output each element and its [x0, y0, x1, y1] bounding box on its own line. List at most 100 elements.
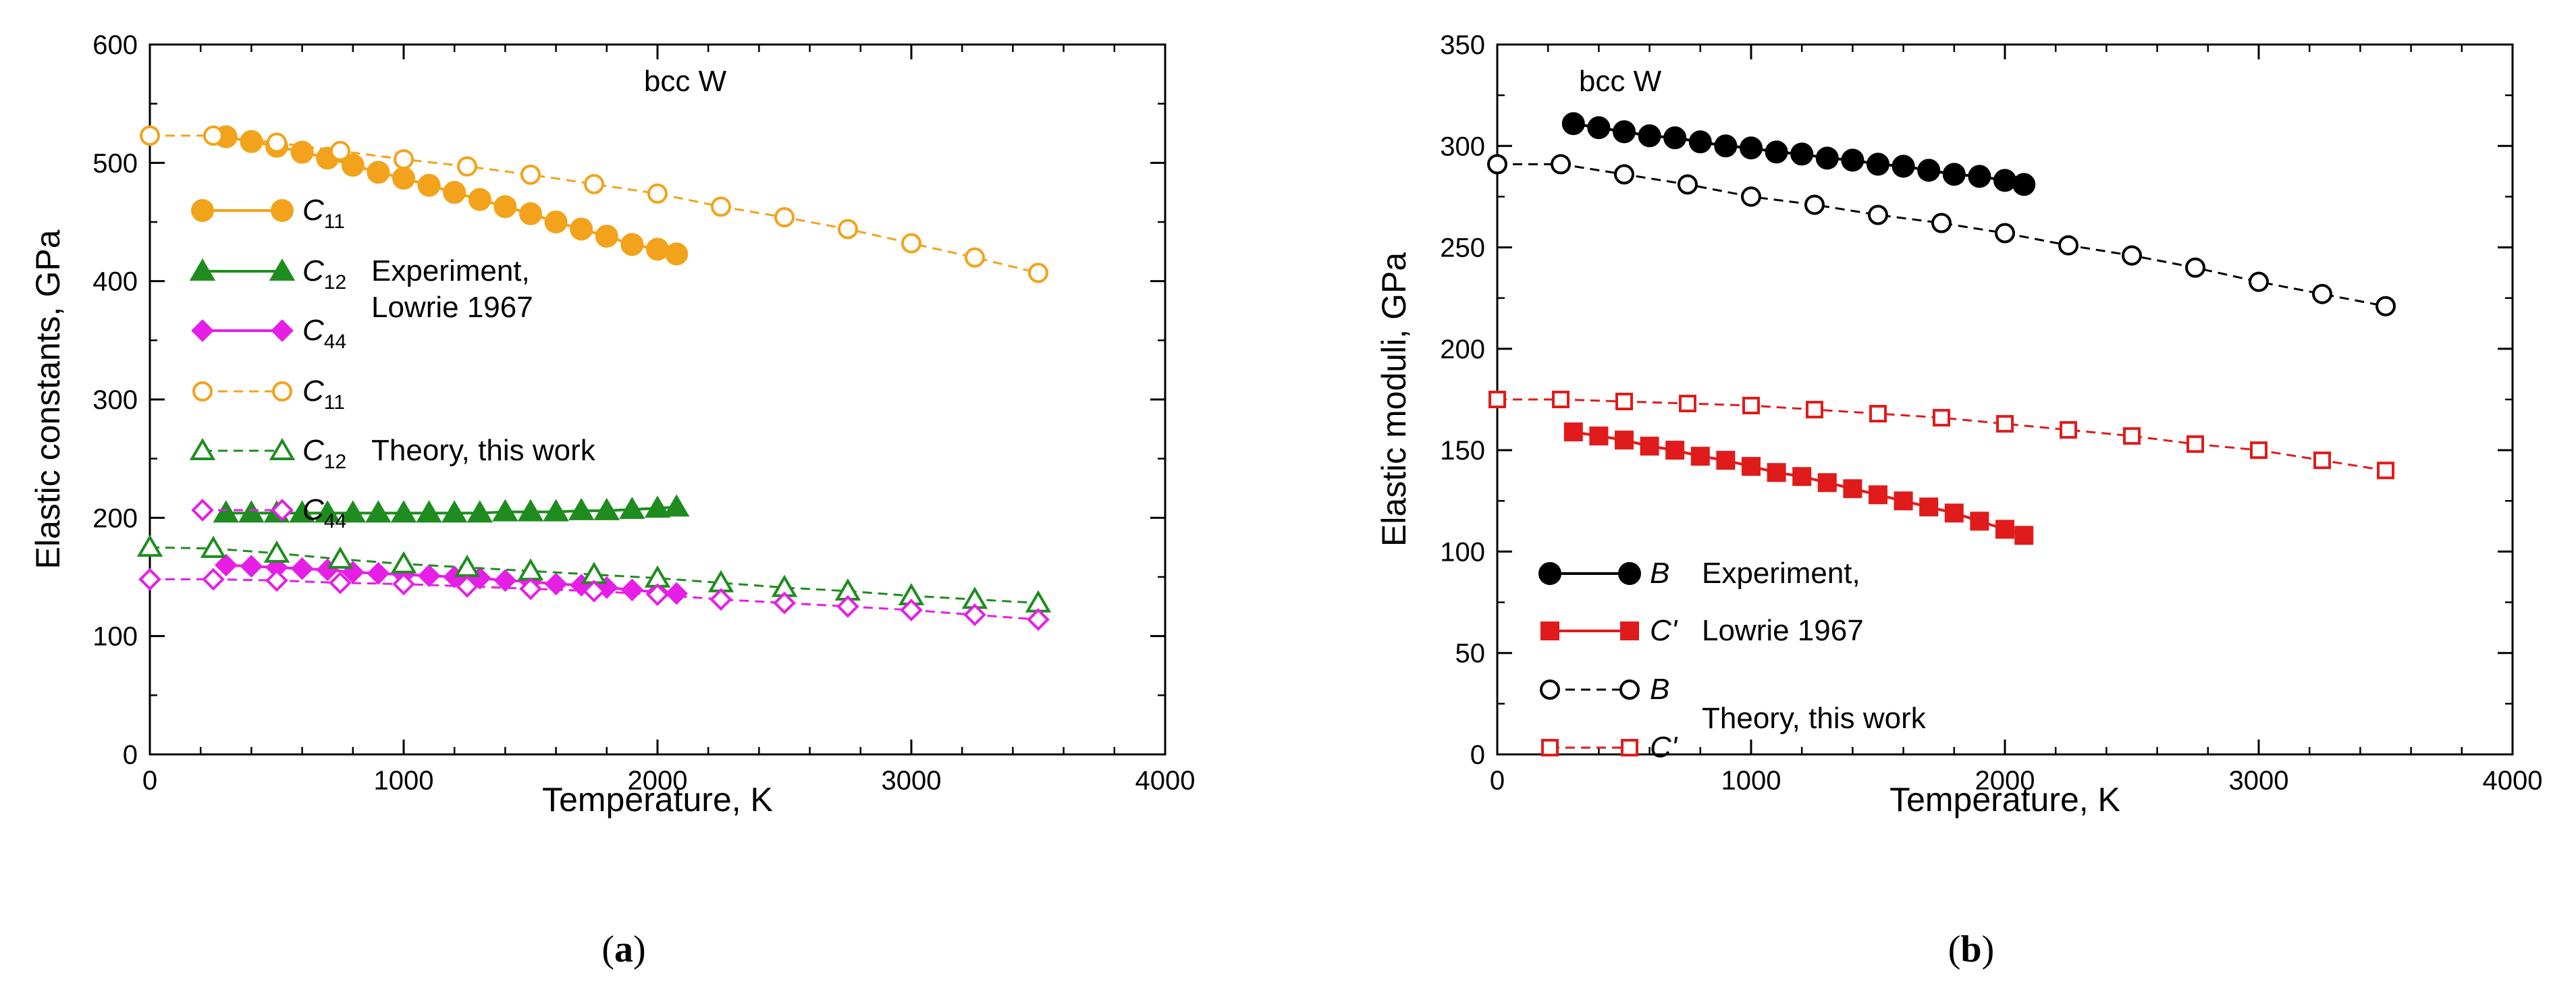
series-line — [150, 134, 1039, 274]
data-point — [1589, 426, 1609, 446]
data-point — [1993, 169, 2016, 192]
legend-label: C44 — [302, 314, 346, 353]
legend-marker — [191, 499, 214, 522]
data-point — [544, 211, 568, 233]
data-point — [1714, 134, 1738, 158]
data-point — [1944, 503, 1964, 523]
y-tick-label: 500 — [92, 148, 138, 178]
data-point — [468, 188, 491, 211]
data-point — [1615, 431, 1634, 450]
y-tick-label: 400 — [92, 267, 138, 297]
data-point — [1995, 520, 2014, 539]
data-point — [493, 195, 517, 219]
data-point — [774, 206, 795, 227]
legend-group-label: Theory, this work — [371, 434, 596, 467]
data-point — [593, 497, 620, 520]
data-point — [213, 500, 240, 523]
series-experiment-cp — [1563, 422, 2034, 545]
data-point — [1815, 146, 1839, 170]
data-point — [619, 497, 645, 520]
legend-label: C' — [1650, 731, 1678, 764]
data-point — [1790, 142, 1814, 166]
data-point — [901, 233, 921, 254]
y-tick-label: 200 — [92, 503, 138, 533]
data-point — [1792, 467, 1812, 487]
data-point — [341, 153, 365, 177]
x-tick-label: 2000 — [1975, 766, 2035, 796]
y-tick-label: 200 — [1440, 335, 1485, 364]
legend-label: B — [1650, 673, 1669, 706]
data-point — [1806, 401, 1823, 419]
data-point — [394, 149, 414, 170]
data-point — [1968, 165, 1991, 188]
y-tick-label: 150 — [1440, 436, 1485, 466]
data-point — [1919, 497, 1939, 517]
data-point — [457, 156, 477, 177]
legend: C11 C12 C44 C11 C12 C44 Experiment, Lowrie 1967… — [189, 194, 596, 532]
data-point — [1665, 441, 1685, 460]
data-point — [441, 500, 468, 523]
data-point — [2122, 245, 2142, 266]
data-point — [140, 126, 160, 146]
data-point — [1843, 479, 1862, 499]
data-point — [1767, 463, 1786, 482]
data-point — [965, 247, 985, 268]
x-tick-label: 3000 — [882, 766, 942, 796]
data-point — [289, 500, 315, 523]
data-point — [1638, 124, 1661, 148]
x-tick-label: 1000 — [1721, 766, 1781, 796]
y-tick-label: 0 — [1470, 740, 1485, 770]
data-point — [1741, 186, 1761, 207]
data-point — [663, 494, 690, 517]
data-point — [443, 181, 466, 204]
legend-marker — [271, 319, 294, 342]
legend-marker — [272, 381, 292, 401]
data-point — [2250, 441, 2268, 460]
data-point — [1970, 511, 1989, 531]
legend-marker — [1540, 680, 1560, 700]
data-point — [838, 219, 858, 240]
legend-label: C12 — [302, 434, 346, 473]
legend-label: C' — [1650, 614, 1678, 647]
data-point — [392, 572, 415, 596]
data-point — [290, 557, 314, 580]
legend-marker — [271, 499, 294, 522]
data-point — [416, 500, 442, 523]
legend-marker — [192, 381, 213, 401]
series-theory-cp — [1488, 391, 2394, 480]
data-point — [1891, 155, 1915, 178]
data-point — [1933, 409, 1950, 427]
data-point — [1995, 223, 2015, 244]
legend-marker — [191, 319, 214, 342]
series-theory-c12 — [136, 534, 1052, 613]
data-point — [1716, 451, 1736, 470]
y-axis-label: Elastic moduli, GPa — [1375, 252, 1413, 547]
data-point — [2377, 462, 2394, 480]
legend-marker — [1618, 562, 1641, 585]
data-point — [900, 599, 923, 621]
data-point — [136, 534, 163, 557]
data-point — [392, 167, 415, 190]
data-point — [1894, 491, 1913, 511]
data-point — [265, 569, 288, 592]
series-experiment-c11 — [214, 125, 689, 266]
x-tick-label: 0 — [142, 766, 157, 796]
data-point — [583, 580, 606, 603]
data-point — [1561, 112, 1585, 136]
legend-marker — [1619, 680, 1640, 700]
data-point — [2123, 427, 2141, 445]
legend-marker — [1541, 739, 1559, 756]
chart-title: bcc W — [1579, 65, 1662, 98]
data-point — [1804, 194, 1825, 215]
y-tick-label: 300 — [1440, 132, 1485, 161]
x-tick-label: 4000 — [1135, 766, 1196, 796]
data-point — [517, 499, 544, 522]
x-tick-label: 0 — [1490, 766, 1505, 796]
data-point — [1867, 153, 1889, 176]
legend-label: C11 — [302, 375, 345, 414]
data-point — [644, 495, 671, 518]
data-point — [2186, 435, 2204, 453]
data-point — [520, 164, 541, 185]
data-point — [1613, 120, 1636, 144]
